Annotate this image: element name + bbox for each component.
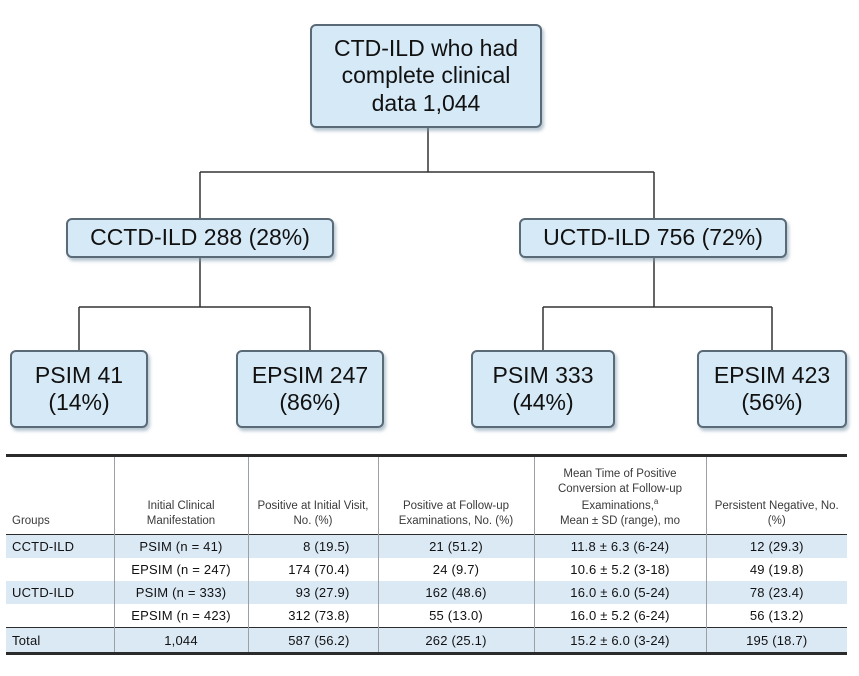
- header-mean-time-title: Mean Time of Positive Conversion at Foll…: [557, 468, 682, 513]
- cell-positive-followup: 24 (9.7): [377, 558, 534, 581]
- cell-group: UCTD-ILD: [6, 581, 114, 604]
- cell-positive-initial: 312 (73.8): [247, 604, 378, 628]
- cell-manifestation: EPSIM (n = 423): [113, 604, 248, 628]
- header-positive-followup: Positive at Follow-up Examinations, No. …: [377, 455, 534, 535]
- table-row: UCTD-ILD PSIM (n = 333) 93 (27.9) 162 (4…: [6, 581, 847, 604]
- root-node-label: CTD-ILD who had complete clinical data 1…: [333, 35, 519, 116]
- cell-positive-followup: 262 (25.1): [377, 627, 534, 654]
- cell-persistent-negative: 49 (19.8): [705, 558, 847, 581]
- header-positive-initial: Positive at Initial Visit, No. (%): [247, 455, 378, 535]
- node-cctd-psim-label: PSIM 41 (14%): [34, 361, 124, 415]
- header-persistent-negative: Persistent Negative, No. (%): [705, 455, 847, 535]
- node-cctd-psim: PSIM 41 (14%): [10, 350, 148, 428]
- cell-mean-time: 15.2 ± 6.0 (3-24): [533, 627, 706, 654]
- cell-group: [6, 558, 114, 581]
- cell-persistent-negative: 78 (23.4): [705, 581, 847, 604]
- node-cctd-epsim: EPSIM 247 (86%): [236, 350, 384, 428]
- flowchart-connectors: [78, 128, 773, 350]
- cell-positive-initial: 174 (70.4): [247, 558, 378, 581]
- node-cctd-ild-label: CCTD-ILD 288 (28%): [90, 224, 310, 251]
- cell-positive-initial: 93 (27.9): [247, 581, 378, 604]
- cell-group: [6, 604, 114, 628]
- table-row: CCTD-ILD PSIM (n = 41) 8 (19.5) 21 (51.2…: [6, 534, 847, 558]
- table-header-row: Groups Initial Clinical Manifestation Po…: [6, 455, 847, 535]
- node-uctd-ild: UCTD-ILD 756 (72%): [519, 218, 787, 258]
- cell-group: Total: [6, 627, 114, 654]
- cell-persistent-negative: 12 (29.3): [705, 534, 847, 558]
- table-row: EPSIM (n = 423) 312 (73.8) 55 (13.0) 16.…: [6, 604, 847, 628]
- node-cctd-epsim-label: EPSIM 247 (86%): [251, 361, 369, 415]
- results-table-container: Groups Initial Clinical Manifestation Po…: [6, 454, 847, 655]
- cell-mean-time: 16.0 ± 6.0 (5-24): [533, 581, 706, 604]
- cell-positive-followup: 55 (13.0): [377, 604, 534, 628]
- node-uctd-epsim-label: EPSIM 423 (56%): [713, 361, 831, 415]
- cell-positive-initial: 8 (19.5): [247, 534, 378, 558]
- node-uctd-psim-label: PSIM 333 (44%): [492, 361, 594, 415]
- node-uctd-psim: PSIM 333 (44%): [471, 350, 615, 428]
- root-node-ctd-ild: CTD-ILD who had complete clinical data 1…: [310, 24, 542, 128]
- header-initial-manifestation: Initial Clinical Manifestation: [113, 455, 248, 535]
- header-footnote-marker: a: [653, 497, 659, 507]
- node-cctd-ild: CCTD-ILD 288 (28%): [66, 218, 334, 258]
- cell-mean-time: 11.8 ± 6.3 (6-24): [533, 534, 706, 558]
- table-row: EPSIM (n = 247) 174 (70.4) 24 (9.7) 10.6…: [6, 558, 847, 581]
- cell-positive-followup: 162 (48.6): [377, 581, 534, 604]
- header-mean-time: Mean Time of Positive Conversion at Foll…: [533, 455, 706, 535]
- table-row-total: Total 1,044 587 (56.2) 262 (25.1) 15.2 ±…: [6, 627, 847, 654]
- cell-manifestation: EPSIM (n = 247): [113, 558, 248, 581]
- cell-group: CCTD-ILD: [6, 534, 114, 558]
- header-mean-time-units: Mean ± SD (range), mo: [559, 515, 681, 528]
- node-uctd-ild-label: UCTD-ILD 756 (72%): [543, 224, 763, 251]
- cell-positive-initial: 587 (56.2): [247, 627, 378, 654]
- cell-positive-followup: 21 (51.2): [377, 534, 534, 558]
- header-groups: Groups: [12, 515, 50, 528]
- cell-manifestation: PSIM (n = 41): [113, 534, 248, 558]
- flowchart: CTD-ILD who had complete clinical data 1…: [10, 24, 847, 428]
- cell-mean-time: 16.0 ± 5.2 (6-24): [533, 604, 706, 628]
- cell-manifestation: PSIM (n = 333): [113, 581, 248, 604]
- cell-manifestation: 1,044: [113, 627, 248, 654]
- node-uctd-epsim: EPSIM 423 (56%): [697, 350, 847, 428]
- cell-persistent-negative: 195 (18.7): [705, 627, 847, 654]
- results-table: Groups Initial Clinical Manifestation Po…: [6, 454, 847, 655]
- cell-persistent-negative: 56 (13.2): [705, 604, 847, 628]
- cell-mean-time: 10.6 ± 5.2 (3-18): [533, 558, 706, 581]
